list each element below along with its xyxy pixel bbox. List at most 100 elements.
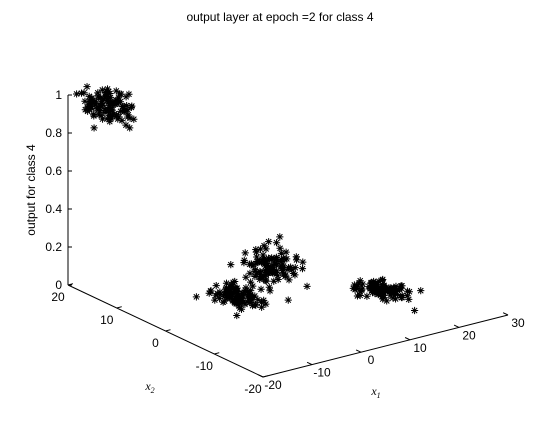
data-point-star xyxy=(259,251,267,259)
data-point-star xyxy=(258,255,266,264)
data-point-star xyxy=(251,267,259,275)
data-point-star xyxy=(106,89,114,98)
data-point-star xyxy=(257,298,266,307)
z-axis: 0 0.2 0.4 0.6 0.8 1 output for class 4 xyxy=(24,88,72,292)
data-point-star xyxy=(252,245,260,254)
data-point-star xyxy=(260,242,268,250)
data-point-star xyxy=(373,289,381,297)
data-point-star xyxy=(101,88,110,97)
data-point-star xyxy=(112,87,120,95)
data-point-star xyxy=(285,264,293,272)
data-point-star xyxy=(205,289,213,297)
point-cluster xyxy=(72,83,138,132)
data-point-star xyxy=(122,121,130,129)
data-point-star xyxy=(105,88,113,96)
data-point-star xyxy=(103,115,111,123)
data-point-star xyxy=(257,273,265,281)
data-point-star xyxy=(363,292,371,300)
data-point-star xyxy=(379,283,388,291)
data-point-star xyxy=(397,282,405,290)
data-point-star xyxy=(124,113,132,121)
z-tick-label: 0.2 xyxy=(45,240,62,254)
data-point-star xyxy=(371,285,379,294)
data-point-star xyxy=(118,116,126,125)
data-point-star xyxy=(391,295,400,303)
data-point-star xyxy=(83,103,91,111)
x-tick-mark xyxy=(355,349,362,353)
data-point-star xyxy=(238,299,246,307)
data-point-star xyxy=(246,260,254,268)
data-point-star xyxy=(279,269,287,277)
data-point-star xyxy=(398,291,406,299)
data-point-star xyxy=(274,272,282,280)
x-axis-label: x1 xyxy=(370,384,380,400)
data-point-star xyxy=(272,253,280,261)
data-point-star xyxy=(262,300,270,308)
data-point-star xyxy=(238,291,246,299)
data-point-star xyxy=(97,111,105,120)
data-point-star xyxy=(247,278,255,286)
data-point-star xyxy=(98,115,107,123)
data-point-star xyxy=(222,284,231,292)
data-point-star xyxy=(405,295,413,303)
data-point-star xyxy=(99,101,107,109)
data-point-star xyxy=(233,295,241,304)
data-point-star xyxy=(90,110,98,118)
x-tick-mark xyxy=(453,324,460,328)
data-point-star xyxy=(72,90,81,98)
data-point-star xyxy=(276,233,284,241)
data-point-star xyxy=(358,285,366,293)
data-point-star xyxy=(256,268,264,276)
data-point-star xyxy=(271,260,279,268)
data-point-star xyxy=(117,107,125,115)
data-point-star xyxy=(81,97,89,105)
data-point-star xyxy=(249,282,257,290)
data-point-star xyxy=(215,294,224,303)
data-point-star xyxy=(282,248,290,256)
data-point-star xyxy=(269,261,277,269)
data-point-star xyxy=(251,292,259,300)
data-point-star xyxy=(114,115,122,123)
data-point-star xyxy=(239,293,247,301)
data-point-star xyxy=(268,256,276,264)
data-point-star xyxy=(284,265,292,273)
data-point-star xyxy=(212,291,220,299)
data-point-star xyxy=(278,264,286,272)
data-point-star xyxy=(365,283,373,291)
data-point-star xyxy=(114,94,123,102)
data-point-star xyxy=(281,272,289,281)
data-point-star xyxy=(104,105,112,113)
point-cluster xyxy=(192,277,274,320)
data-point-star xyxy=(110,110,118,118)
data-point-star xyxy=(272,239,281,247)
data-point-star xyxy=(274,275,282,284)
data-point-star xyxy=(251,272,259,281)
data-point-star xyxy=(116,98,124,106)
data-point-star xyxy=(269,266,277,274)
data-point-star xyxy=(356,288,364,296)
data-point-star xyxy=(371,289,379,298)
data-point-star xyxy=(229,290,237,298)
data-point-star xyxy=(281,255,289,263)
data-point-star xyxy=(265,262,273,270)
data-point-star xyxy=(387,290,396,298)
data-point-star xyxy=(233,311,241,320)
data-point-star xyxy=(393,290,401,299)
z-tick-label: 0 xyxy=(55,278,62,292)
x-tick-label: 0 xyxy=(368,353,375,367)
y-tick-label: -20 xyxy=(244,382,262,396)
data-point-star xyxy=(403,287,412,295)
x-tick-mark xyxy=(257,374,264,378)
data-point-star xyxy=(254,296,262,304)
y-axis-ticks: -20 -10 0 10 20 xyxy=(51,283,269,396)
z-tick-label: 0.8 xyxy=(45,126,62,140)
data-point-star xyxy=(119,102,127,111)
data-point-star xyxy=(291,264,299,272)
data-point-star xyxy=(228,297,237,305)
x-axis-line xyxy=(262,314,509,378)
data-point-star xyxy=(86,99,94,107)
data-point-star xyxy=(265,283,273,291)
data-point-star xyxy=(83,83,91,91)
data-point-star xyxy=(270,277,278,285)
data-point-star xyxy=(277,249,285,257)
